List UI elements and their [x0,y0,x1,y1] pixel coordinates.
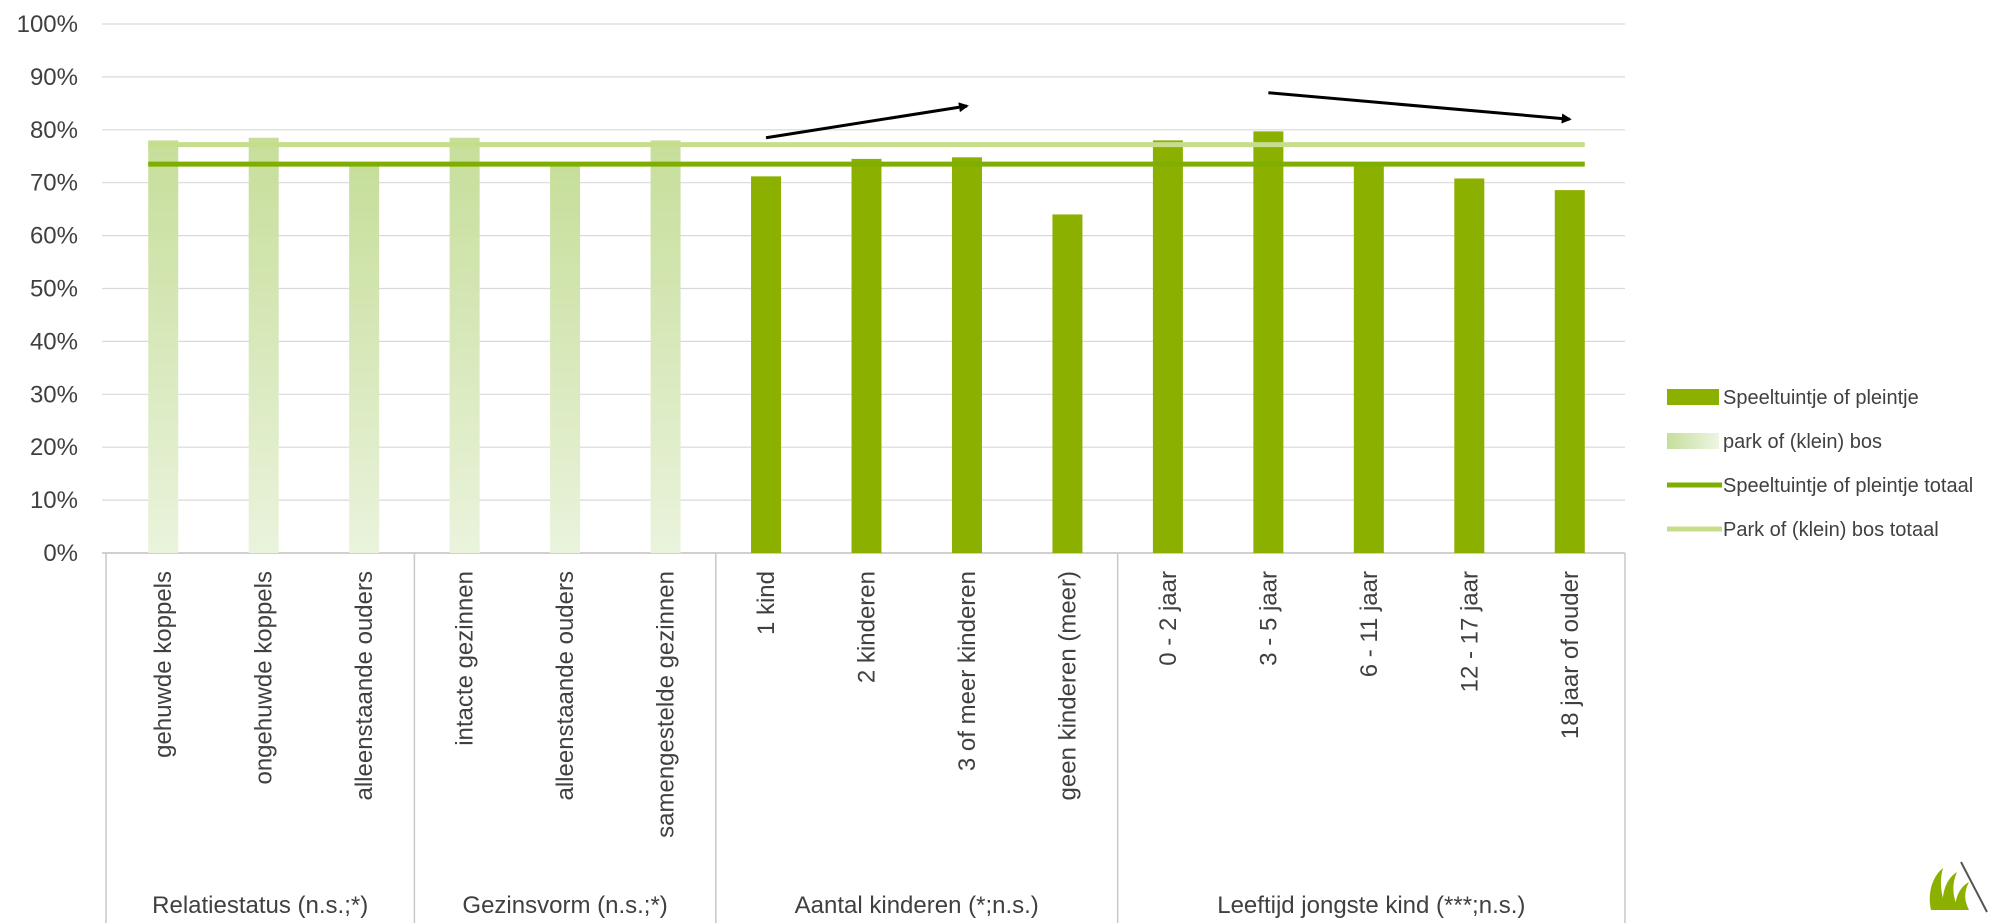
bar [1253,131,1284,553]
bars [148,131,1585,554]
category-label: 3 of meer kinderen [954,571,981,771]
category-label: geen kinderen (meer) [1054,571,1081,800]
category-label: alleenstaande ouders [552,571,579,801]
category-label: 6 - 11 jaar [1356,571,1383,677]
y-axis: 0% 10% 20% 30% 40% 50% 60% 70% 80% 90% 100% [17,11,78,567]
trend-arrows [765,91,1572,140]
legend-label: Park of (klein) bos totaal [1723,519,1939,541]
group-label: Aantal kinderen (*;n.s.) [795,892,1039,919]
category-label: intacte gezinnen [452,571,479,746]
y-tick-label: 20% [30,434,78,461]
bar [1454,178,1485,553]
total-lines [148,142,1585,167]
group-label: Gezinsvorm (n.s.;*) [462,892,667,919]
legend-label: park of (klein) bos [1723,431,1882,453]
legend-label: Speeltuintje of pleintje totaal [1723,475,1973,497]
y-tick-label: 80% [30,117,78,144]
group-label: Relatiestatus (n.s.;*) [152,892,368,919]
bar [851,158,882,553]
bar [349,164,380,553]
bar [751,176,782,554]
y-tick-label: 50% [30,276,78,303]
bar [148,140,179,553]
category-label: 12 - 17 jaar [1456,571,1483,692]
bar [449,137,480,554]
category-label: alleenstaande ouders [351,571,378,801]
y-tick-label: 30% [30,381,78,408]
y-tick-label: 100% [17,11,78,38]
x-axis: gehuwde koppels ongehuwde koppels alleenst… [105,553,1626,923]
category-label: 0 - 2 jaar [1155,571,1182,666]
category-label: 18 jaar of ouder [1557,571,1584,739]
bar [1152,140,1183,553]
bar [550,164,581,553]
trend-arrow [765,102,969,140]
y-tick-label: 0% [43,540,78,567]
bar [650,140,681,553]
bar [1554,190,1585,553]
y-tick-label: 60% [30,223,78,250]
legend: Speeltuintje of pleintje park of (klein) … [1667,387,1973,541]
group-label: Leeftijd jongste kind (***;n.s.) [1217,892,1525,919]
y-tick-label: 70% [30,170,78,197]
trend-arrow [1268,91,1572,124]
category-label: 3 - 5 jaar [1255,571,1282,666]
y-tick-label: 10% [30,487,78,514]
bar [951,157,982,554]
category-label: 2 kinderen [854,571,881,683]
category-label: gehuwde koppels [150,571,177,758]
category-label: samengestelde gezinnen [653,571,680,838]
bar [248,137,279,554]
y-tick-label: 40% [30,328,78,355]
category-label: 1 kind [753,571,780,635]
y-tick-label: 90% [30,64,78,91]
legend-swatch [1667,433,1719,449]
category-label: ongehuwde koppels [251,571,278,785]
bar [1052,214,1083,553]
legend-swatch [1667,389,1719,405]
logo-icon [1929,861,1988,913]
legend-label: Speeltuintje of pleintje [1723,387,1919,409]
bar [1353,164,1384,553]
